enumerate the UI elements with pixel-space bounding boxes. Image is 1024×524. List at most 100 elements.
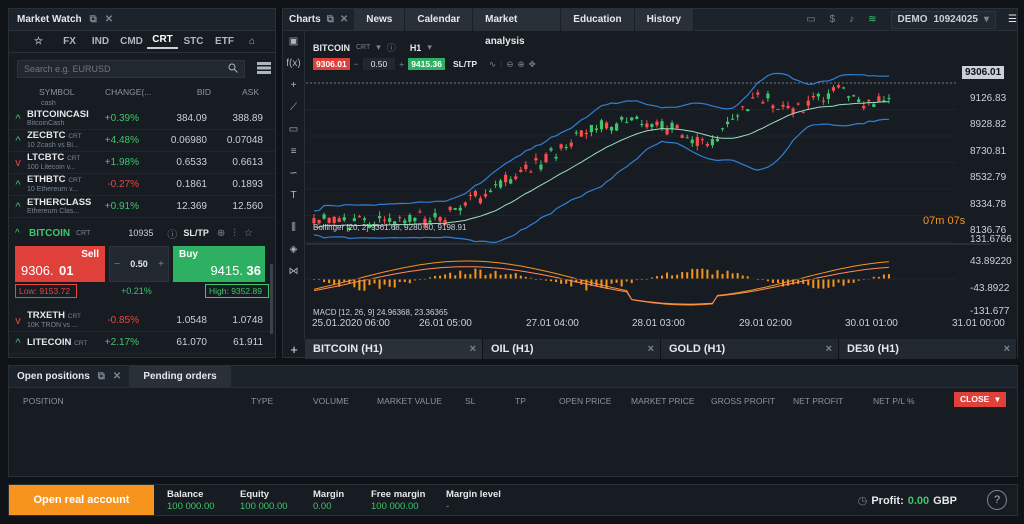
scrollbar[interactable]	[270, 264, 273, 334]
share-tool-icon[interactable]: ⋈	[288, 266, 299, 277]
chart-tab-de30[interactable]: DE30 (H1) ×	[839, 339, 1017, 359]
currency-icon[interactable]: $	[829, 14, 836, 25]
instrument-row[interactable]: ^ ZECBTC CRT 10 Zcash vs Bi... +4.48% 0.0698…	[9, 130, 275, 152]
tab-calendar[interactable]: Calendar	[405, 8, 474, 31]
chevron-up-icon[interactable]: ^	[15, 134, 21, 147]
col-ask[interactable]: ASK	[241, 87, 259, 97]
close-icon[interactable]: ×	[647, 343, 654, 355]
chevron-up-icon[interactable]: ^	[15, 112, 21, 125]
search-icon[interactable]	[228, 63, 238, 76]
instrument-row[interactable]: ^ ETHBTC CRT 10 Ethereum v... -0.27% 0.1861 0…	[9, 174, 275, 196]
screen-icon[interactable]: ▭	[806, 14, 816, 25]
info-icon[interactable]: ⓘ	[386, 43, 396, 53]
chart-icon[interactable]: ⫶	[233, 227, 236, 239]
chart-sell-button[interactable]: 9306.01	[313, 58, 350, 70]
chart-lot-plus[interactable]: +	[399, 59, 405, 69]
crosshair-icon[interactable]: ⊕	[216, 227, 226, 239]
chevron-up-icon[interactable]: ^	[15, 336, 21, 349]
search-input[interactable]	[24, 64, 214, 74]
sell-button[interactable]: Sell 9306. 01	[15, 246, 105, 282]
chart-tab-oil[interactable]: OIL (H1) ×	[483, 339, 661, 359]
tab-favorites[interactable]: ☆	[34, 36, 43, 47]
timeframe[interactable]: H1	[409, 42, 422, 53]
col-type[interactable]: TYPE	[251, 396, 274, 406]
tab-education[interactable]: Education	[561, 8, 635, 31]
chevron-down-icon[interactable]: ▾	[376, 42, 381, 52]
col-open-price[interactable]: OPEN PRICE	[559, 396, 612, 406]
chart-sltp-button[interactable]: SL/TP	[452, 59, 478, 69]
tab-etf[interactable]: ETF	[215, 36, 234, 47]
text-tool-icon[interactable]: T	[290, 190, 297, 201]
basket-icon[interactable]: ⌂	[248, 36, 256, 47]
sltp-button[interactable]: SL/TP	[183, 228, 209, 238]
col-change[interactable]: CHANGE(...	[105, 87, 152, 97]
layers-tool-icon[interactable]: ◈	[289, 244, 298, 255]
crosshair-tool-icon[interactable]: +	[290, 80, 297, 91]
close-icon[interactable]: ×	[825, 343, 832, 355]
line-tool-icon[interactable]: ⟋	[290, 102, 297, 113]
chevron-down-icon[interactable]: ▾	[427, 42, 432, 52]
col-net-profit[interactable]: NET PROFIT	[793, 396, 844, 406]
col-bid[interactable]: BID	[196, 87, 211, 97]
fibonacci-tool-icon[interactable]: ≡	[290, 146, 297, 157]
chevron-up-icon[interactable]: ^	[15, 227, 20, 239]
popout-icon[interactable]: ⧉	[89, 14, 97, 25]
lot-value[interactable]: 0.50	[130, 259, 148, 269]
tab-cmd[interactable]: CMD	[120, 36, 143, 47]
chart-tab-bitcoin[interactable]: BITCOIN (H1) ×	[305, 339, 483, 359]
curve-tool-icon[interactable]: ∽	[289, 168, 298, 179]
menu-icon[interactable]: ☰	[1008, 14, 1017, 25]
col-net-pl-percent[interactable]: NET P/L %	[873, 396, 915, 406]
open-real-account-button[interactable]: Open real account	[9, 485, 154, 515]
account-selector[interactable]: DEMO 10924025 ▾	[890, 10, 997, 29]
function-tool-icon[interactable]: f(x)	[286, 58, 301, 69]
close-icon[interactable]: ✕	[112, 371, 122, 382]
cursor-tool-icon[interactable]: ▣	[288, 36, 299, 47]
popout-icon[interactable]: ⧉	[97, 371, 105, 382]
move-icon[interactable]: ✥	[528, 58, 536, 69]
instrument-row[interactable]: ^ ETHERCLASS Ethereum Clas... +0.91% 12.369 1…	[9, 196, 275, 218]
indicator-tool-icon[interactable]: ⫼	[291, 222, 296, 233]
tab-stc[interactable]: STC	[183, 36, 204, 47]
tab-open-positions[interactable]: Open positions ⧉ ✕	[9, 371, 129, 382]
col-market-value[interactable]: MARKET VALUE	[377, 396, 442, 406]
info-icon[interactable]: ⓘ	[167, 229, 178, 241]
instrument-row[interactable]: v LTCBTC CRT 100 Litecoin v... +1.98% 0.6533…	[9, 152, 275, 174]
chart-lot-value[interactable]: 0.50	[362, 58, 396, 70]
close-all-button[interactable]: CLOSE ▾	[954, 392, 1006, 407]
tab-ind[interactable]: IND	[91, 36, 110, 47]
col-position[interactable]: POSITION	[23, 396, 64, 406]
tab-market-analysis[interactable]: Market analysis	[473, 8, 562, 47]
instrument-row[interactable]: ^ LITECOIN CRT +2.17% 61.070 61.911	[9, 332, 275, 354]
chevron-up-icon[interactable]: ^	[15, 178, 21, 191]
col-gross-profit[interactable]: GROSS PROFIT	[711, 396, 776, 406]
bell-icon[interactable]: ♪	[849, 14, 855, 25]
col-tp[interactable]: TP	[515, 396, 526, 406]
lot-minus-button[interactable]: −	[114, 258, 120, 270]
rectangle-tool-icon[interactable]: ▭	[288, 124, 299, 135]
price-chart[interactable]	[306, 31, 1018, 339]
lot-stepper[interactable]: − 0.50 +	[109, 246, 169, 282]
popout-icon[interactable]: ⧉	[326, 14, 334, 25]
charts-tab[interactable]: Charts ⧉ ✕	[283, 9, 354, 31]
buy-button[interactable]: Buy 9415. 36	[173, 246, 265, 282]
grid-view-icon[interactable]	[257, 61, 271, 77]
col-symbol[interactable]: SYMBOL	[39, 87, 75, 97]
instrument-row[interactable]: ^ BITCOINCASI BitcoinCash +0.39% 384.09 388.8…	[9, 108, 275, 130]
col-market-price[interactable]: MARKET PRICE	[631, 396, 695, 406]
close-icon[interactable]: ×	[469, 343, 476, 355]
chart-tab-gold[interactable]: GOLD (H1) ×	[661, 339, 839, 359]
candles-icon[interactable]: ⫶	[500, 58, 503, 69]
star-icon[interactable]: ☆	[243, 227, 253, 239]
chevron-down-icon[interactable]: v	[15, 156, 21, 169]
tab-history[interactable]: History	[634, 8, 695, 31]
add-chart-button[interactable]: +	[290, 341, 298, 357]
line-chart-icon[interactable]: ∿	[489, 58, 497, 69]
close-icon[interactable]: ×	[1003, 343, 1010, 355]
close-icon[interactable]: ✕	[104, 14, 114, 25]
zoom-in-icon[interactable]: ⊕	[517, 58, 525, 69]
close-icon[interactable]: ✕	[339, 14, 349, 25]
tab-fx[interactable]: FX	[63, 36, 76, 47]
help-icon[interactable]: ?	[987, 490, 1007, 510]
col-sl[interactable]: SL	[465, 396, 476, 406]
